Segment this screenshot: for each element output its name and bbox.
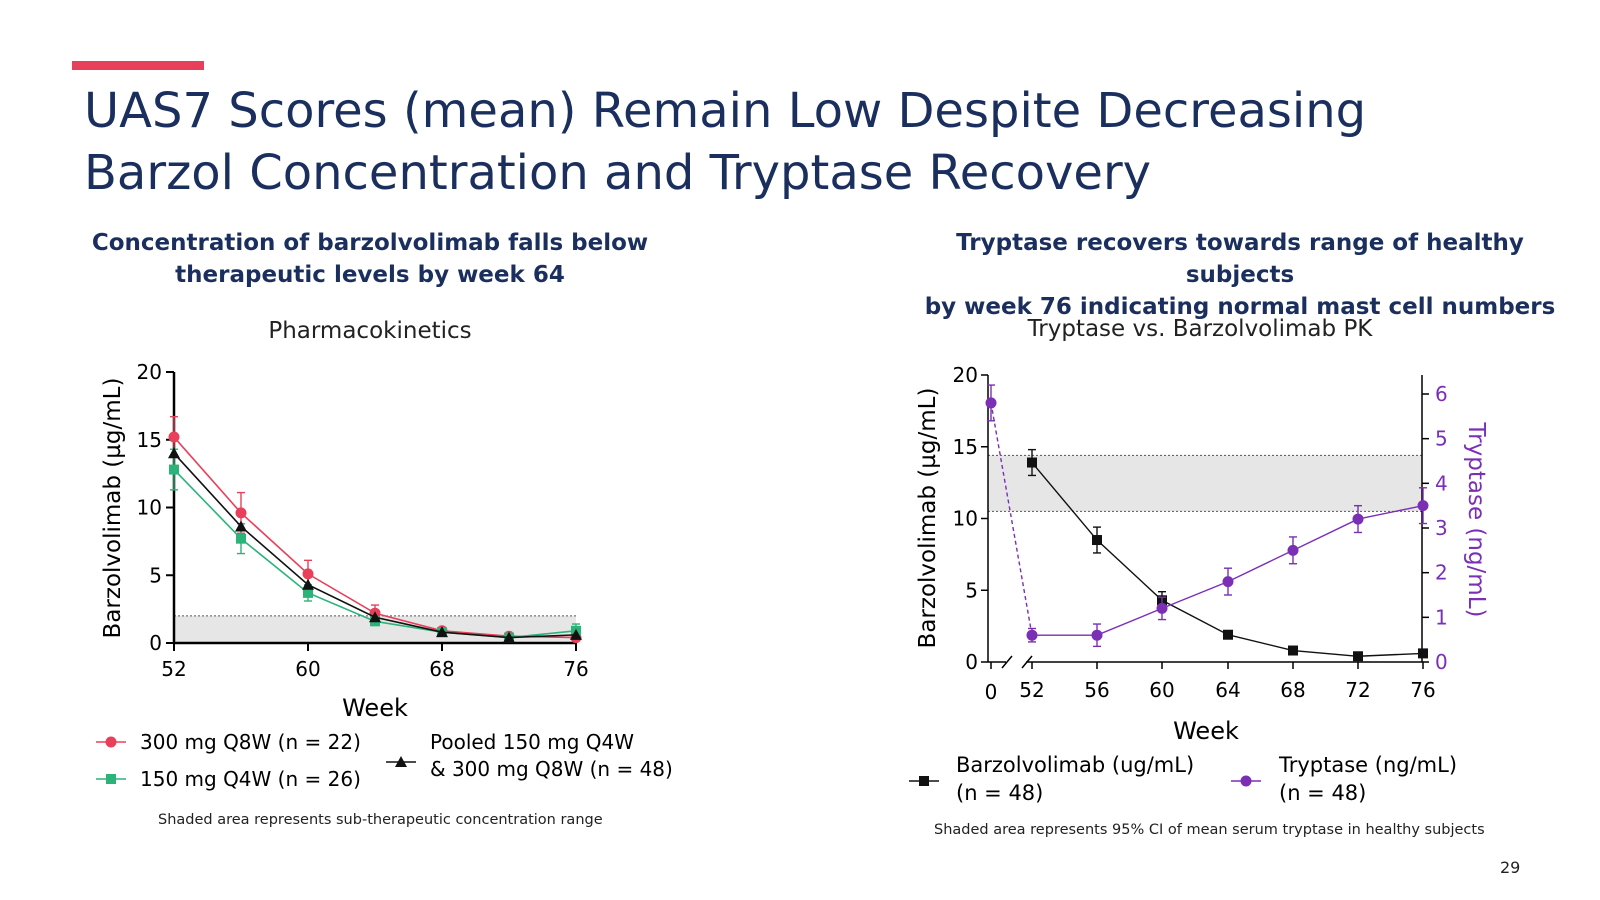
pk-chart-note: Shaded area represents sub-therapeutic c… <box>158 812 603 828</box>
pk-legend-label: Pooled 150 mg Q4W <box>430 730 634 754</box>
pk-data-point <box>503 631 515 643</box>
pk-y-tick-label: 5 <box>149 563 162 587</box>
barzol-data-point <box>1353 651 1363 662</box>
pk-y-tick-label: 15 <box>137 428 162 452</box>
pk-y-axis-label: Barzolvolimab (µg/mL) <box>100 378 126 639</box>
barzol-legend-marker <box>919 776 929 786</box>
left-subhead: Concentration of barzolvolimab falls bel… <box>70 227 670 291</box>
right-subhead: Tryptase recovers towards range of healt… <box>900 227 1580 323</box>
right-subhead-line-1: Tryptase recovers towards range of healt… <box>956 230 1524 288</box>
pk-legend-label: 150 mg Q4W (n = 26) <box>140 767 361 791</box>
tryptase-left-tick-label: 15 <box>953 435 978 459</box>
tryptase-data-point <box>1417 500 1429 512</box>
barzol-legend-label: (n = 48) <box>956 781 1043 805</box>
barzol-data-point <box>1288 645 1298 656</box>
pk-x-tick-label: 68 <box>429 657 454 681</box>
slide-title-line-1: UAS7 Scores (mean) Remain Low Despite De… <box>84 83 1367 139</box>
pk-data-point <box>570 628 582 640</box>
tryptase-right-tick-label: 5 <box>1435 427 1448 451</box>
tryptase-right-tick-label: 1 <box>1435 605 1448 629</box>
slide-title-line-2: Barzol Concentration and Tryptase Recove… <box>84 145 1152 201</box>
pk-x-axis-label: Week <box>342 694 408 722</box>
tryptase-left-tick-label: 10 <box>953 507 978 531</box>
pk-legend-label: & 300 mg Q8W (n = 48) <box>430 757 673 781</box>
tryptase-chart-note: Shaded area represents 95% CI of mean se… <box>934 822 1485 838</box>
pk-data-point <box>235 507 247 519</box>
tryptase-series-break-line <box>990 402 1033 636</box>
tryptase-left-tick-label: 20 <box>953 363 978 387</box>
tryptase-left-tick-label: 0 <box>965 650 978 674</box>
tryptase-right-tick-label: 3 <box>1435 516 1448 540</box>
tryptase-data-point <box>1091 629 1103 641</box>
tryptase-right-tick-label: 0 <box>1435 650 1448 674</box>
pk-legend-marker <box>106 774 116 784</box>
page-number: 29 <box>1500 858 1521 877</box>
pk-data-point <box>168 431 180 443</box>
accent-bar <box>72 61 204 70</box>
tryptase-x-tick-label: 0 <box>985 680 998 704</box>
pk-x-tick-label: 52 <box>161 657 186 681</box>
tryptase-legend-marker <box>1240 775 1252 787</box>
pk-y-tick-label: 20 <box>137 360 162 384</box>
tryptase-data-point <box>1287 544 1299 556</box>
tryptase-left-tick-label: 5 <box>965 578 978 602</box>
pk-data-point <box>168 447 180 459</box>
tryptase-legend-label: Tryptase (ng/mL) <box>1278 753 1457 777</box>
pk-x-tick-label: 60 <box>295 657 320 681</box>
tryptase-data-point <box>1026 629 1038 641</box>
tryptase-x-tick-label: 76 <box>1410 678 1435 702</box>
pk-data-point <box>236 533 246 544</box>
pk-legend-marker <box>105 736 117 748</box>
tryptase-x-tick-label: 72 <box>1345 678 1370 702</box>
pk-data-point <box>369 611 381 623</box>
barzol-data-point <box>1027 457 1037 468</box>
tryptase-x-tick-label: 56 <box>1084 678 1109 702</box>
tryptase-right-tick-label: 4 <box>1435 471 1448 495</box>
tryptase-right-tick-label: 2 <box>1435 561 1448 585</box>
tryptase-x-axis-label: Week <box>1173 717 1239 745</box>
tryptase-right-axis-label: Tryptase (ng/mL) <box>1463 422 1489 618</box>
barzol-data-point <box>1223 629 1233 640</box>
pk-y-tick-label: 0 <box>149 631 162 655</box>
pk-data-point <box>303 587 313 598</box>
tryptase-x-tick-label: 64 <box>1215 678 1240 702</box>
pk-legend-marker <box>395 756 407 767</box>
pk-y-tick-label: 10 <box>137 496 162 520</box>
tryptase-data-point <box>1352 513 1364 525</box>
axis-break-mark-1 <box>1001 655 1013 669</box>
left-subhead-line-1: Concentration of barzolvolimab falls bel… <box>91 230 649 256</box>
barzol-legend-label: Barzolvolimab (ug/mL) <box>956 753 1194 777</box>
pk-data-point <box>169 464 179 475</box>
tryptase-left-axis-label: Barzolvolimab (µg/mL) <box>915 388 941 649</box>
slide-title: UAS7 Scores (mean) Remain Low Despite De… <box>84 80 1564 204</box>
pk-data-point <box>302 578 314 590</box>
pk-chart-title: Pharmacokinetics <box>268 318 472 344</box>
tryptase-legend-label: (n = 48) <box>1279 781 1366 805</box>
tryptase-data-point <box>985 397 997 409</box>
barzol-data-point <box>1418 648 1428 659</box>
axis-break-mark-2 <box>1021 655 1033 669</box>
pk-data-point <box>235 520 247 532</box>
pk-data-point <box>436 626 448 638</box>
tryptase-data-point <box>1222 576 1234 588</box>
pk-legend-label: 300 mg Q8W (n = 22) <box>140 730 361 754</box>
tryptase-data-point <box>1156 602 1168 614</box>
pk-data-point <box>302 568 314 580</box>
barzol-data-point <box>1092 535 1102 546</box>
tryptase-x-tick-label: 52 <box>1019 678 1044 702</box>
healthy-range-band <box>988 455 1422 512</box>
tryptase-right-tick-label: 6 <box>1435 382 1448 406</box>
tryptase-chart-title: Tryptase vs. Barzolvolimab PK <box>1027 316 1373 342</box>
right-subhead-line-2: by week 76 indicating normal mast cell n… <box>924 294 1556 320</box>
left-subhead-line-2: therapeutic levels by week 64 <box>175 262 565 288</box>
tryptase-x-tick-label: 60 <box>1149 678 1174 702</box>
tryptase-x-tick-label: 68 <box>1280 678 1305 702</box>
pk-x-tick-label: 76 <box>563 657 588 681</box>
